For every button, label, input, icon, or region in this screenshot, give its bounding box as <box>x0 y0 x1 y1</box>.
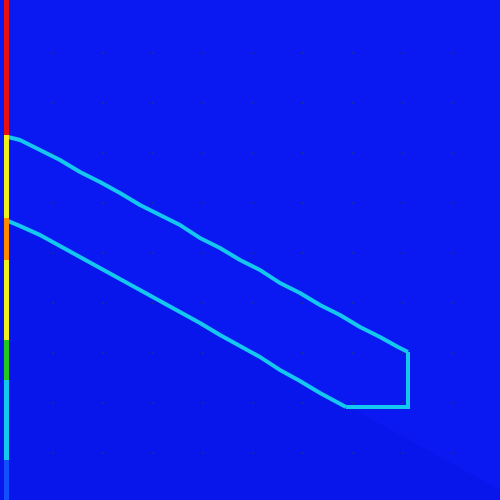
grid-dot <box>452 252 454 254</box>
grid-dot <box>52 152 54 154</box>
grid-dot <box>152 352 154 354</box>
grid-dot <box>302 402 304 404</box>
slab-lower-edge <box>7 219 347 409</box>
grid-dot <box>252 252 254 254</box>
grid-dot <box>102 202 104 204</box>
grid-dot <box>402 202 404 204</box>
grid-dot <box>202 452 204 454</box>
grid-dot <box>102 102 104 104</box>
color-bar-segment <box>4 460 9 500</box>
grid-dot <box>202 202 204 204</box>
grid-dot <box>252 152 254 154</box>
grid-dot <box>252 302 254 304</box>
grid-dot <box>52 352 54 354</box>
grid-dot <box>302 352 304 354</box>
grid-dot <box>52 402 54 404</box>
grid-dot <box>302 152 304 154</box>
grid-dot <box>352 102 354 104</box>
color-bar-segment <box>4 0 9 135</box>
grid-dot <box>452 302 454 304</box>
grid-dot <box>402 252 404 254</box>
grid-dots <box>52 52 454 454</box>
color-bar-segment <box>4 380 9 460</box>
grid-dot <box>52 302 54 304</box>
grid-dot <box>252 452 254 454</box>
grid-dot <box>252 202 254 204</box>
grid-dot <box>102 352 104 354</box>
grid-dot <box>252 52 254 54</box>
grid-dot <box>352 252 354 254</box>
grid-dot <box>402 402 404 404</box>
slab-right-end <box>346 352 410 409</box>
grid-dot <box>202 52 204 54</box>
grid-dot <box>202 302 204 304</box>
grid-dot <box>302 302 304 304</box>
grid-dot <box>402 352 404 354</box>
grid-dot <box>102 402 104 404</box>
grid-dot <box>352 202 354 204</box>
grid-dot <box>402 452 404 454</box>
grid-dot <box>152 202 154 204</box>
grid-dot <box>352 152 354 154</box>
color-bar-segment <box>4 340 9 380</box>
grid-dot <box>202 102 204 104</box>
grid-dot <box>52 202 54 204</box>
grid-dot <box>452 402 454 404</box>
grid-dot <box>452 102 454 104</box>
grid-dot <box>102 302 104 304</box>
grid-dot <box>52 252 54 254</box>
grid-dot <box>452 452 454 454</box>
grid-dot <box>402 52 404 54</box>
grid-dot <box>402 102 404 104</box>
grid-dot <box>152 52 154 54</box>
grid-dot <box>152 452 154 454</box>
grid-dot <box>202 402 204 404</box>
grid-dot <box>452 352 454 354</box>
grid-dot <box>202 352 204 354</box>
grid-dot <box>302 452 304 454</box>
grid-dot <box>202 252 204 254</box>
grid-dot <box>152 302 154 304</box>
grid-dot <box>102 252 104 254</box>
grid-dot <box>452 52 454 54</box>
grid-dot <box>302 252 304 254</box>
grid-dot <box>102 52 104 54</box>
grid-dot <box>452 202 454 204</box>
grid-dot <box>252 102 254 104</box>
color-bar-segment <box>4 135 9 218</box>
grid-dot <box>102 152 104 154</box>
grid-dot <box>302 102 304 104</box>
grid-dot <box>402 152 404 154</box>
grid-dot <box>352 302 354 304</box>
grid-dot <box>152 102 154 104</box>
grid-dot <box>302 202 304 204</box>
grid-dot <box>302 52 304 54</box>
slab-upper-edge <box>7 135 409 354</box>
shade-region <box>0 215 500 500</box>
left-color-bar <box>4 0 9 500</box>
color-bar-segment <box>4 260 9 340</box>
grid-dot <box>52 452 54 454</box>
grid-dot <box>352 52 354 54</box>
grid-dot <box>152 252 154 254</box>
grid-dot <box>352 352 354 354</box>
grid-dot <box>152 402 154 404</box>
grid-dot <box>152 152 154 154</box>
color-bar-segment <box>4 218 9 260</box>
grid-dot <box>52 52 54 54</box>
grid-dot <box>452 152 454 154</box>
grid-dot <box>252 402 254 404</box>
grid-dot <box>202 152 204 154</box>
grid-dot <box>102 452 104 454</box>
grid-dot <box>52 102 54 104</box>
grid-dot <box>402 302 404 304</box>
grid-dot <box>352 402 354 404</box>
grid-dot <box>352 452 354 454</box>
